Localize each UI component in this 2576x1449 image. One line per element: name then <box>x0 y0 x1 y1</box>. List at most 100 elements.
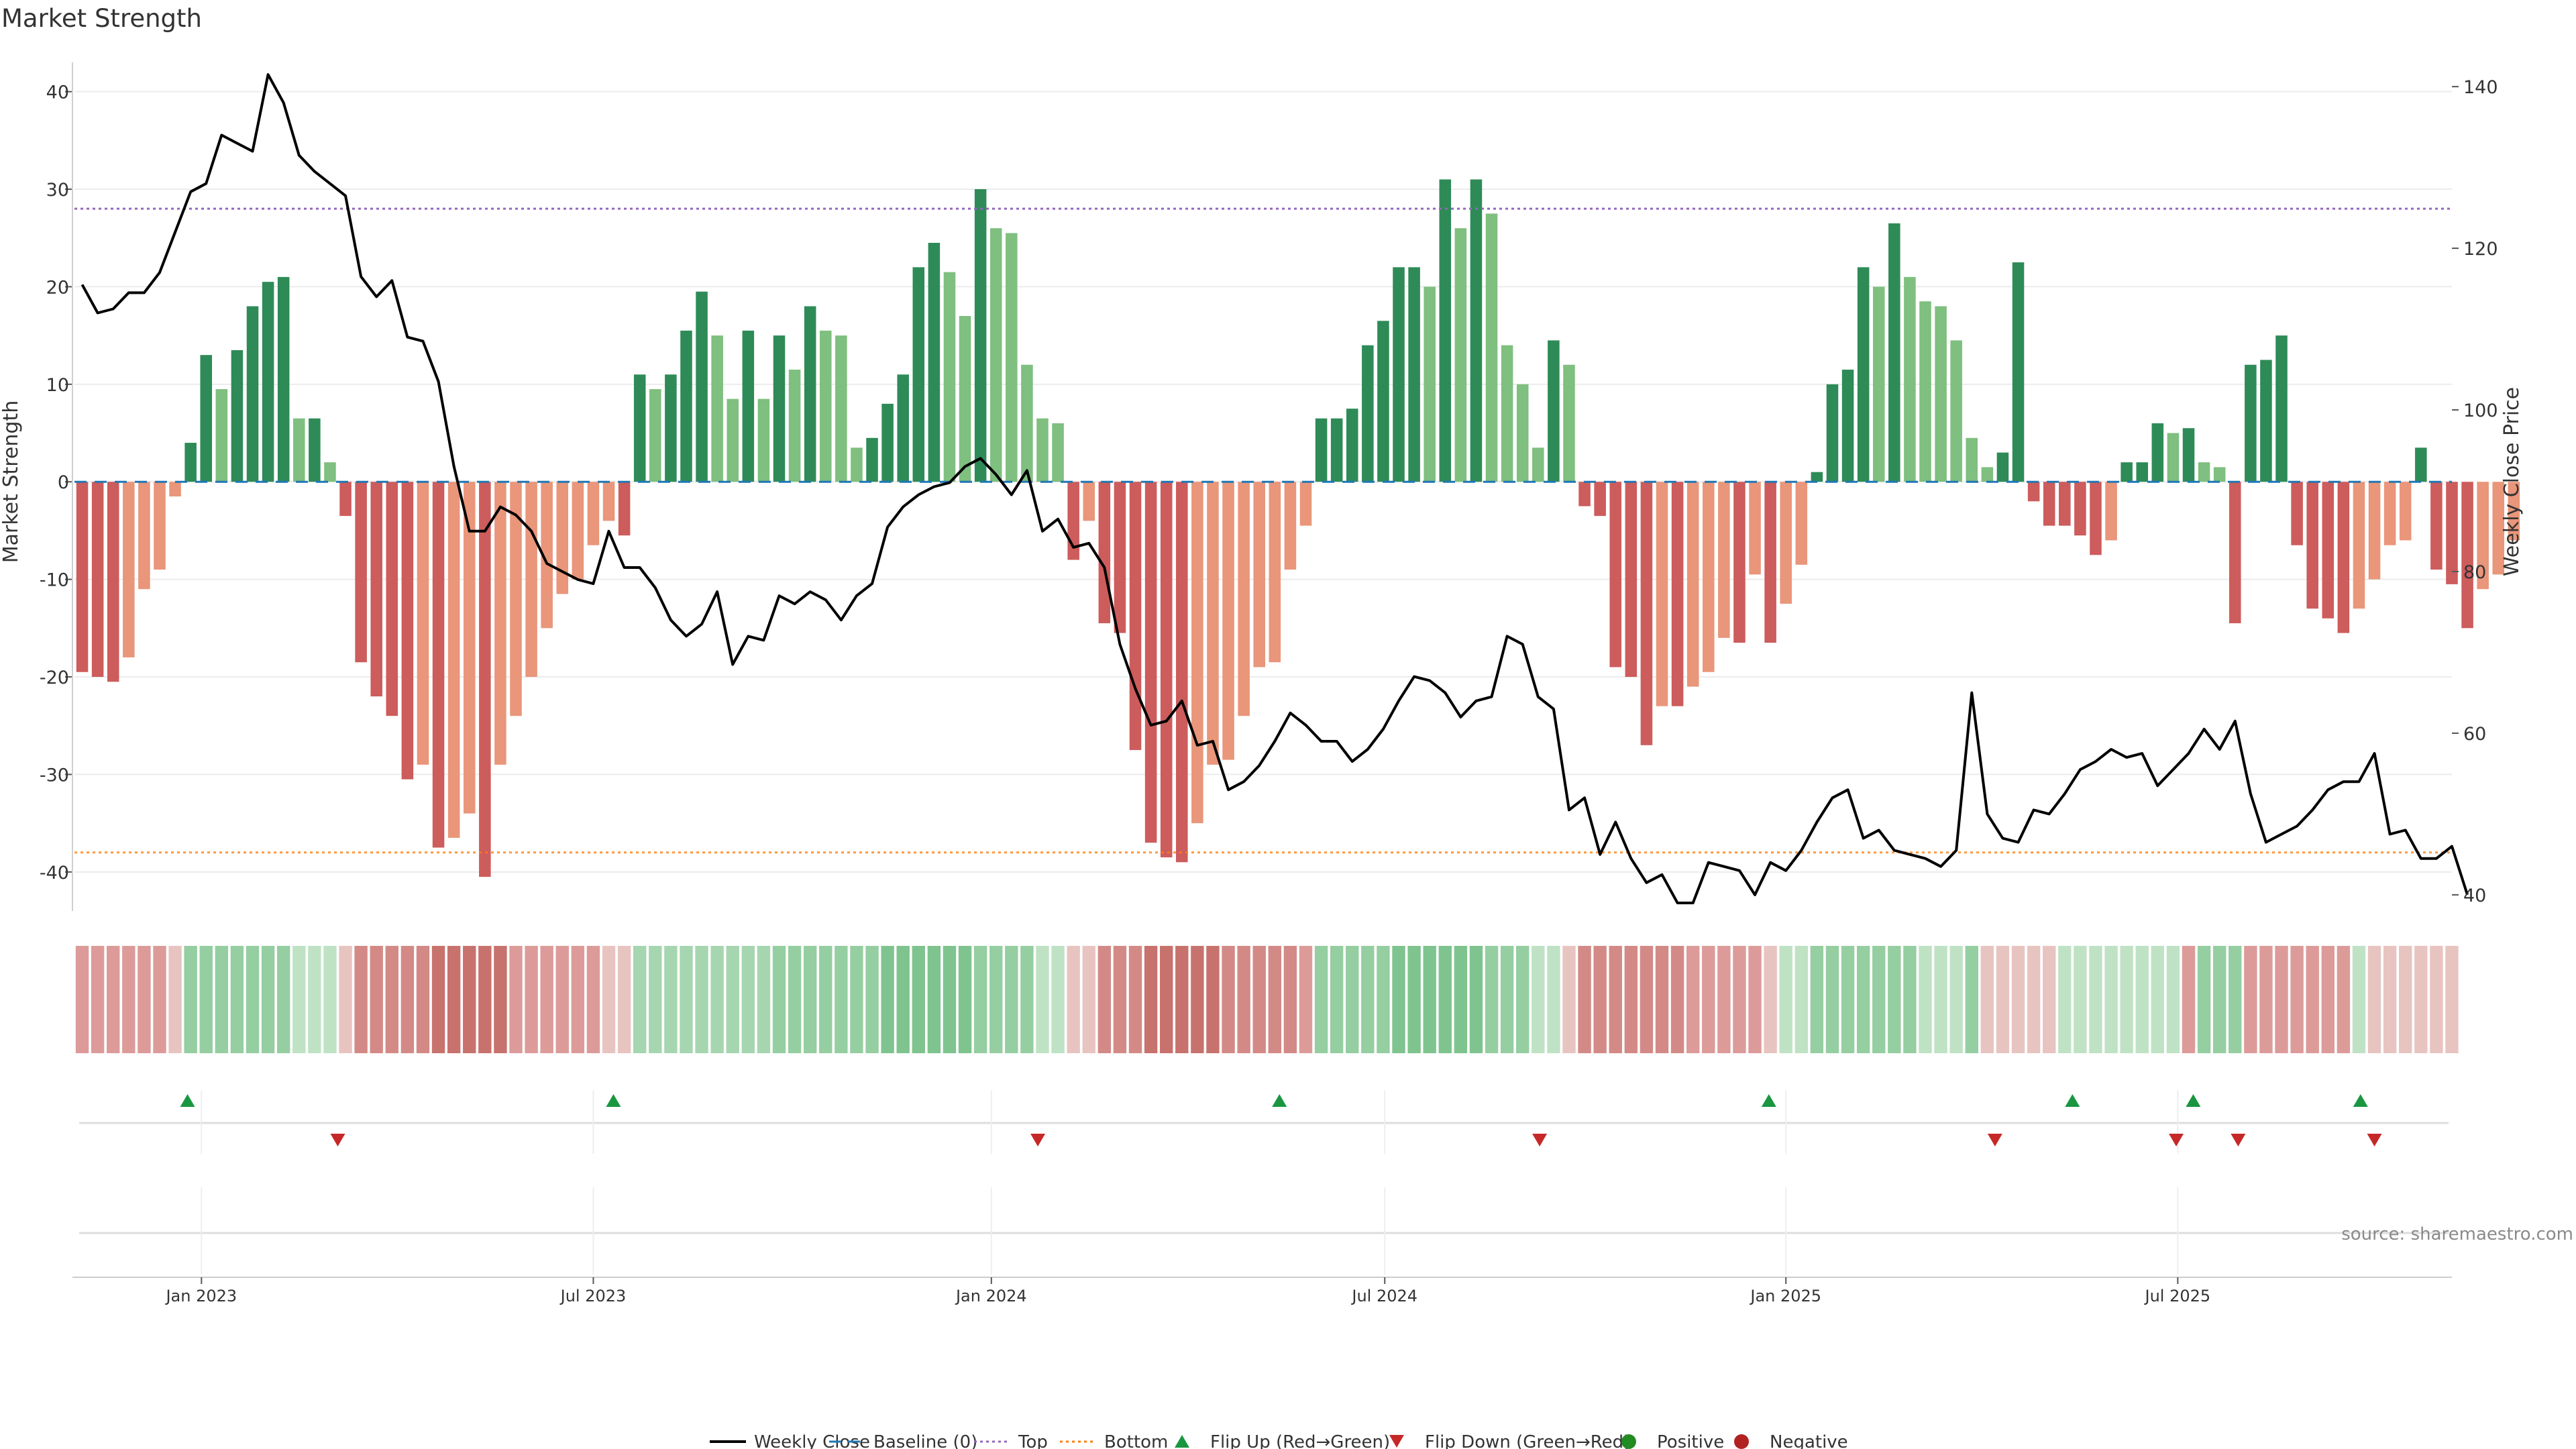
strength-bar <box>138 482 150 590</box>
strength-bar <box>2105 482 2117 541</box>
strength-bar <box>1718 482 1730 638</box>
heat-cell <box>463 946 476 1053</box>
strength-bar <box>2198 462 2210 482</box>
legend-label: Flip Down (Green→Red) <box>1425 1432 1630 1449</box>
heat-cell <box>2306 946 2319 1053</box>
weekly-close-series <box>80 73 2469 904</box>
heat-cell <box>2197 946 2211 1053</box>
strength-bar <box>727 398 739 482</box>
heat-cell <box>2151 946 2165 1053</box>
strength-bar <box>1733 482 1746 643</box>
heat-cell <box>1330 946 1344 1053</box>
heat-cell <box>2259 946 2273 1053</box>
strength-bar <box>2167 433 2180 482</box>
heat-cell <box>710 946 724 1053</box>
strength-bar <box>696 291 708 482</box>
legend-label: Negative <box>1770 1432 1848 1449</box>
strength-bar <box>1160 482 1173 858</box>
strength-bar <box>2245 364 2257 482</box>
strength-bar <box>788 370 801 482</box>
strength-bar <box>1749 482 1761 575</box>
heat-cell <box>2120 946 2133 1053</box>
heat-cell <box>1051 946 1065 1053</box>
heat-cell <box>400 946 415 1053</box>
heat-cell <box>2027 946 2041 1053</box>
legend-circle-icon <box>1734 1434 1749 1449</box>
strength-bar <box>494 482 506 765</box>
heat-cell <box>617 946 631 1053</box>
heat-cell <box>540 946 553 1053</box>
flip-up-marker <box>1272 1094 1287 1107</box>
strength-bar <box>1548 340 1560 482</box>
strength-bar <box>1036 418 1049 482</box>
strength-bar <box>1594 482 1606 517</box>
left-tick-label: -20 <box>40 667 69 688</box>
heat-cell <box>478 946 492 1053</box>
strength-bar <box>324 462 336 482</box>
strength-bar <box>2136 462 2149 482</box>
legend-triangle-down-icon <box>1389 1435 1404 1448</box>
strength-bar <box>1439 179 1452 482</box>
flip-down-marker <box>2367 1134 2382 1146</box>
heat-cell <box>354 946 368 1053</box>
strength-bar <box>1299 482 1312 526</box>
heat-cell <box>1547 946 1560 1053</box>
strength-bar <box>1563 364 1575 482</box>
heat-cell <box>1810 946 1824 1053</box>
heat-cell <box>1624 946 1638 1053</box>
strength-bar <box>928 242 941 482</box>
flip-up-marker <box>1761 1094 1776 1107</box>
heat-cell <box>757 946 771 1053</box>
heat-cell <box>122 946 136 1053</box>
heat-cell <box>1980 946 1994 1053</box>
flip-up-marker <box>180 1094 195 1107</box>
heat-cell <box>509 946 523 1053</box>
heat-cell <box>2104 946 2118 1053</box>
flip-down-marker <box>330 1134 345 1146</box>
strength-bar <box>1795 482 1808 565</box>
heat-cell <box>1825 946 1839 1053</box>
heat-cell <box>1717 946 1731 1053</box>
strength-bar <box>370 482 382 697</box>
strength-bar <box>1671 482 1684 706</box>
strength-bar <box>2043 482 2055 526</box>
strength-bar <box>2383 482 2396 545</box>
left-tick-label: -40 <box>40 863 69 883</box>
heat-cell <box>664 946 678 1053</box>
strength-bar <box>231 350 244 482</box>
heat-cell <box>586 946 600 1053</box>
strength-bar <box>866 437 878 482</box>
heat-cell <box>1919 946 1932 1053</box>
strength-bar <box>680 330 692 482</box>
heat-cell <box>323 946 337 1053</box>
heat-cell <box>602 946 616 1053</box>
heat-cell <box>772 946 786 1053</box>
heat-cell <box>1593 946 1607 1053</box>
right-tick-label: 40 <box>2463 885 2486 906</box>
strength-bar <box>1021 364 1033 482</box>
heat-cell <box>2290 946 2304 1053</box>
heat-cell <box>292 946 306 1053</box>
strength-bar <box>1129 482 1142 751</box>
strength-bar <box>1640 482 1653 745</box>
heat-cell <box>339 946 352 1053</box>
heat-cell <box>1144 946 1158 1053</box>
strength-bar <box>1424 286 1436 482</box>
left-axis-label: Market Strength <box>0 400 23 563</box>
legend-item: Positive <box>1621 1432 1724 1449</box>
heat-cell <box>2074 946 2087 1053</box>
heat-cell <box>215 946 229 1053</box>
flip-down-marker <box>2231 1134 2246 1146</box>
heat-cell <box>1872 946 1886 1053</box>
strength-bar <box>2059 482 2071 526</box>
heat-cell <box>835 946 848 1053</box>
left-tick-label: 40 <box>46 83 69 103</box>
right-axis-label: Weekly Close Price <box>2500 387 2524 576</box>
strength-bar <box>633 374 646 482</box>
heat-cell <box>431 946 445 1053</box>
strength-bar <box>76 482 89 672</box>
heat-cell <box>385 946 398 1053</box>
strength-bar <box>1191 482 1203 824</box>
strength-bar <box>602 482 615 521</box>
heat-cell <box>2321 946 2334 1053</box>
